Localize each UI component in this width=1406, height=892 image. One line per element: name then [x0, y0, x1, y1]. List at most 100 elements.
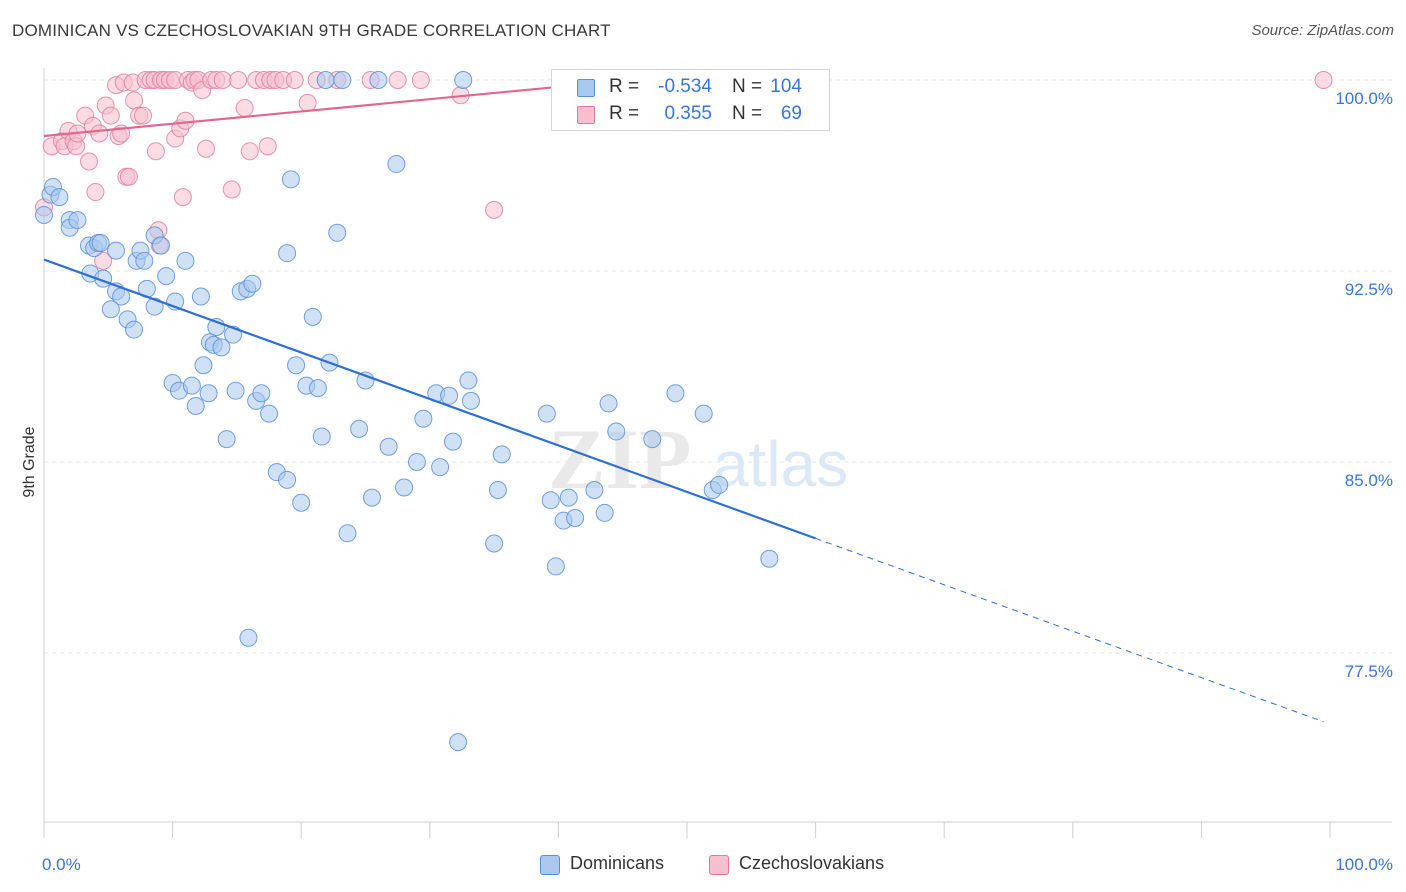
czechoslovakian-point: [235, 99, 254, 118]
legend-row-czechoslovakians: R = 0.355 N = 69: [552, 101, 829, 127]
dominican-point: [369, 71, 388, 89]
dominican-points: [35, 71, 779, 752]
dominican-point: [454, 71, 473, 89]
legend-swatch-czechoslovakians: [577, 106, 595, 124]
dominican-point: [461, 391, 480, 410]
dominican-point: [35, 205, 53, 224]
legend-r-label: R =: [609, 103, 640, 124]
dominican-point: [191, 287, 210, 306]
dominican-point: [431, 458, 450, 477]
y-tick-labels: 100.0% 92.5% 85.0% 77.5%: [1335, 89, 1393, 681]
dominican-point: [107, 241, 126, 260]
czechoslovakian-point: [1314, 71, 1333, 89]
legend-n-label: N =: [732, 76, 763, 97]
legend-label-dominicans: Dominicans: [570, 853, 665, 873]
dominican-point: [281, 170, 300, 189]
dominican-point: [607, 422, 626, 441]
dominican-point: [443, 432, 462, 451]
dominican-point: [559, 488, 578, 507]
dominican-point: [362, 488, 381, 507]
dominican-point: [414, 409, 433, 428]
dominican-point: [176, 251, 195, 270]
dominican-point: [395, 478, 414, 497]
dominican-point: [316, 71, 335, 89]
dominican-point: [145, 297, 164, 316]
legend-n-value: 104: [770, 76, 802, 97]
dominican-point: [194, 356, 213, 375]
dominican-point: [710, 475, 729, 494]
dominican-point: [217, 430, 236, 449]
dominican-point: [488, 481, 507, 500]
dominican-point: [186, 396, 205, 415]
czechoslovakian-point: [80, 152, 99, 171]
dominican-point: [260, 404, 279, 423]
dominican-point: [91, 233, 110, 252]
czechoslovakian-point: [86, 183, 105, 202]
czechoslovakian-point: [197, 139, 216, 158]
dominican-point: [599, 394, 618, 413]
legend-r-value: 0.355: [664, 103, 712, 124]
series-legend: Dominicans Czechoslovakians: [0, 853, 1406, 877]
czechoslovakian-point: [90, 124, 109, 143]
y-tick-label: 92.5%: [1345, 280, 1393, 299]
legend-label-czechoslovakians: Czechoslovakians: [739, 853, 885, 873]
y-axis-label: 9th Grade: [21, 426, 38, 497]
dominican-point: [50, 188, 69, 207]
czechoslovakian-point: [388, 71, 407, 89]
czechoslovakian-point: [229, 71, 248, 89]
legend-n-label: N =: [732, 103, 763, 124]
dominican-point: [68, 211, 87, 230]
dominican-point: [350, 419, 369, 438]
dominican-point: [537, 404, 556, 423]
czechoslovakian-point: [125, 91, 144, 110]
czechoslovakian-point: [146, 142, 165, 161]
legend-swatch-czechoslovakians: [709, 855, 729, 875]
legend-swatch-dominicans: [540, 855, 560, 875]
dominican-point: [485, 534, 504, 553]
y-tick-label: 77.5%: [1345, 662, 1393, 681]
czechoslovakian-trend-line: [43, 81, 604, 138]
y-tick-label: 85.0%: [1345, 471, 1393, 490]
czechoslovakian-point: [240, 142, 259, 161]
dominican-point: [585, 481, 604, 500]
czechoslovakian-point: [173, 188, 192, 207]
legend-r-value: -0.534: [658, 76, 712, 97]
czechoslovakian-point: [94, 251, 113, 270]
czechoslovakian-point: [258, 137, 277, 156]
dominican-point: [328, 223, 347, 242]
czechoslovakian-point: [485, 200, 504, 219]
legend-r-label: R =: [609, 76, 640, 97]
dominican-point: [303, 307, 322, 326]
dominican-point: [182, 376, 201, 395]
y-tick-label: 100.0%: [1335, 89, 1393, 108]
dominican-point: [566, 509, 585, 528]
dominican-point: [379, 437, 398, 456]
dominican-point: [459, 371, 478, 390]
dominican-point: [492, 445, 511, 464]
czechoslovakian-point: [222, 180, 241, 199]
dominican-point: [546, 557, 565, 576]
dominican-point: [125, 320, 144, 339]
source-label: Source: ZipAtlas.com: [1251, 22, 1394, 39]
czechoslovakian-point: [213, 71, 232, 89]
watermark-atlas: atlas: [713, 428, 848, 500]
dominican-point: [101, 300, 120, 319]
dominican-point: [278, 470, 297, 489]
dominican-point: [287, 356, 306, 375]
dominican-point: [595, 503, 614, 522]
x-tick-labels: 0.0% 100.0%: [42, 855, 1393, 874]
legend-row-dominicans: R = -0.534 N = 104: [552, 74, 829, 100]
legend-swatch-dominicans: [577, 79, 595, 97]
dominican-point: [541, 491, 560, 510]
dominican-point: [278, 244, 297, 263]
dominican-point: [243, 274, 262, 293]
czechoslovakian-point: [285, 71, 304, 89]
dominican-point: [152, 236, 171, 255]
dominican-point: [760, 549, 779, 568]
czechoslovakian-point: [298, 93, 317, 112]
dominican-point: [694, 404, 713, 423]
gridlines: [44, 79, 1392, 654]
czechoslovakian-point: [119, 167, 138, 186]
correlation-legend: R = -0.534 N = 104 R = 0.355 N = 69: [551, 69, 830, 131]
czechoslovakian-point: [176, 111, 195, 130]
